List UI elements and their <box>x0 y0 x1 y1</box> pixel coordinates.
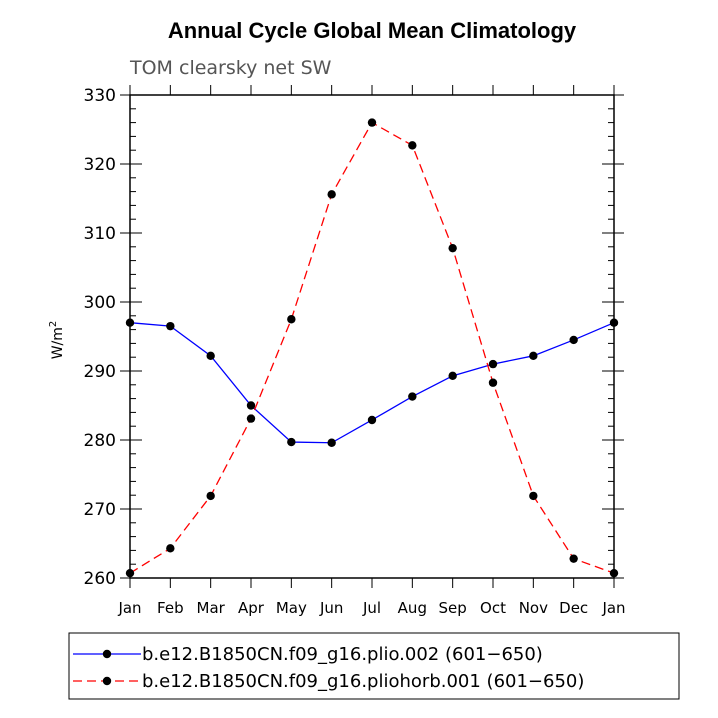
series-1-point <box>529 351 538 361</box>
series-2-point <box>287 315 296 324</box>
legend-label-2: b.e12.B1850CN.f09_g16.pliohorb.001 (601−… <box>142 671 584 692</box>
legend: b.e12.B1850CN.f09_g16.plio.002 (601−650)… <box>68 632 680 700</box>
series-1-point <box>408 392 417 401</box>
legend-label-1: b.e12.B1850CN.f09_g16.plio.002 (601−650) <box>142 644 543 665</box>
x-tick-label: Jun <box>319 599 343 617</box>
y-tick-label: 330 <box>84 86 116 106</box>
x-tick-label: Mar <box>197 599 226 617</box>
series-2-point <box>569 554 578 563</box>
y-axis-label: W/m2 <box>48 321 66 360</box>
chart-title: Annual Cycle Global Mean Climatology <box>168 18 577 43</box>
x-tick-label: May <box>276 599 307 617</box>
series-2-point <box>246 414 256 423</box>
series-1-point <box>206 351 215 361</box>
legend-marker-2 <box>102 676 112 686</box>
series-2-point <box>408 141 417 150</box>
x-tick-label: Sep <box>439 599 467 617</box>
plot-frame <box>129 94 615 579</box>
x-tick-label: Jan <box>601 599 625 617</box>
x-tick-label: Feb <box>157 599 184 617</box>
series-2-point <box>529 491 538 501</box>
series-2-point <box>327 190 336 199</box>
x-tick-label: Oct <box>480 599 506 617</box>
x-tick-label: Aug <box>398 599 427 617</box>
x-tick-label: Apr <box>238 599 265 617</box>
series-1-point <box>287 437 296 447</box>
plot-area: 260 270 280 290 300 310 320 330 Jan Feb Mar Apr May J… <box>84 85 626 617</box>
y-tick-label: 260 <box>84 569 116 589</box>
series-1-point <box>367 415 377 425</box>
y-axis-label-superscript: 2 <box>48 321 59 327</box>
series-2-point <box>367 118 377 127</box>
legend-marker-1 <box>102 649 112 659</box>
y-tick-label: 270 <box>84 500 116 520</box>
y-axis-label-base: W/m <box>50 327 66 359</box>
x-tick-label: Dec <box>559 599 588 617</box>
x-tick-label: Jan <box>117 599 141 617</box>
x-tick-label: Nov <box>519 599 548 617</box>
series-2-point <box>166 544 175 553</box>
series-line-1 <box>129 322 615 444</box>
series-2-point <box>448 243 457 253</box>
series-2-point <box>206 491 215 501</box>
chart-subtitle: TOM clearsky net SW <box>129 57 332 79</box>
series-1-point <box>569 335 578 345</box>
y-tick-label: 320 <box>84 155 116 175</box>
series-1-point <box>166 321 175 331</box>
y-tick-label: 280 <box>84 431 116 451</box>
y-tick-label: 290 <box>84 362 116 382</box>
legend-box <box>68 632 680 700</box>
series-1-point <box>327 438 336 447</box>
series-line-2 <box>129 121 615 574</box>
series-1-point <box>448 371 457 381</box>
y-tick-label: 300 <box>84 293 116 313</box>
series-1-point <box>488 359 498 369</box>
y-tick-label: 310 <box>84 224 116 244</box>
series-1-point <box>246 401 256 410</box>
x-tick-label: Jul <box>362 599 381 617</box>
series-2-point <box>488 378 498 387</box>
